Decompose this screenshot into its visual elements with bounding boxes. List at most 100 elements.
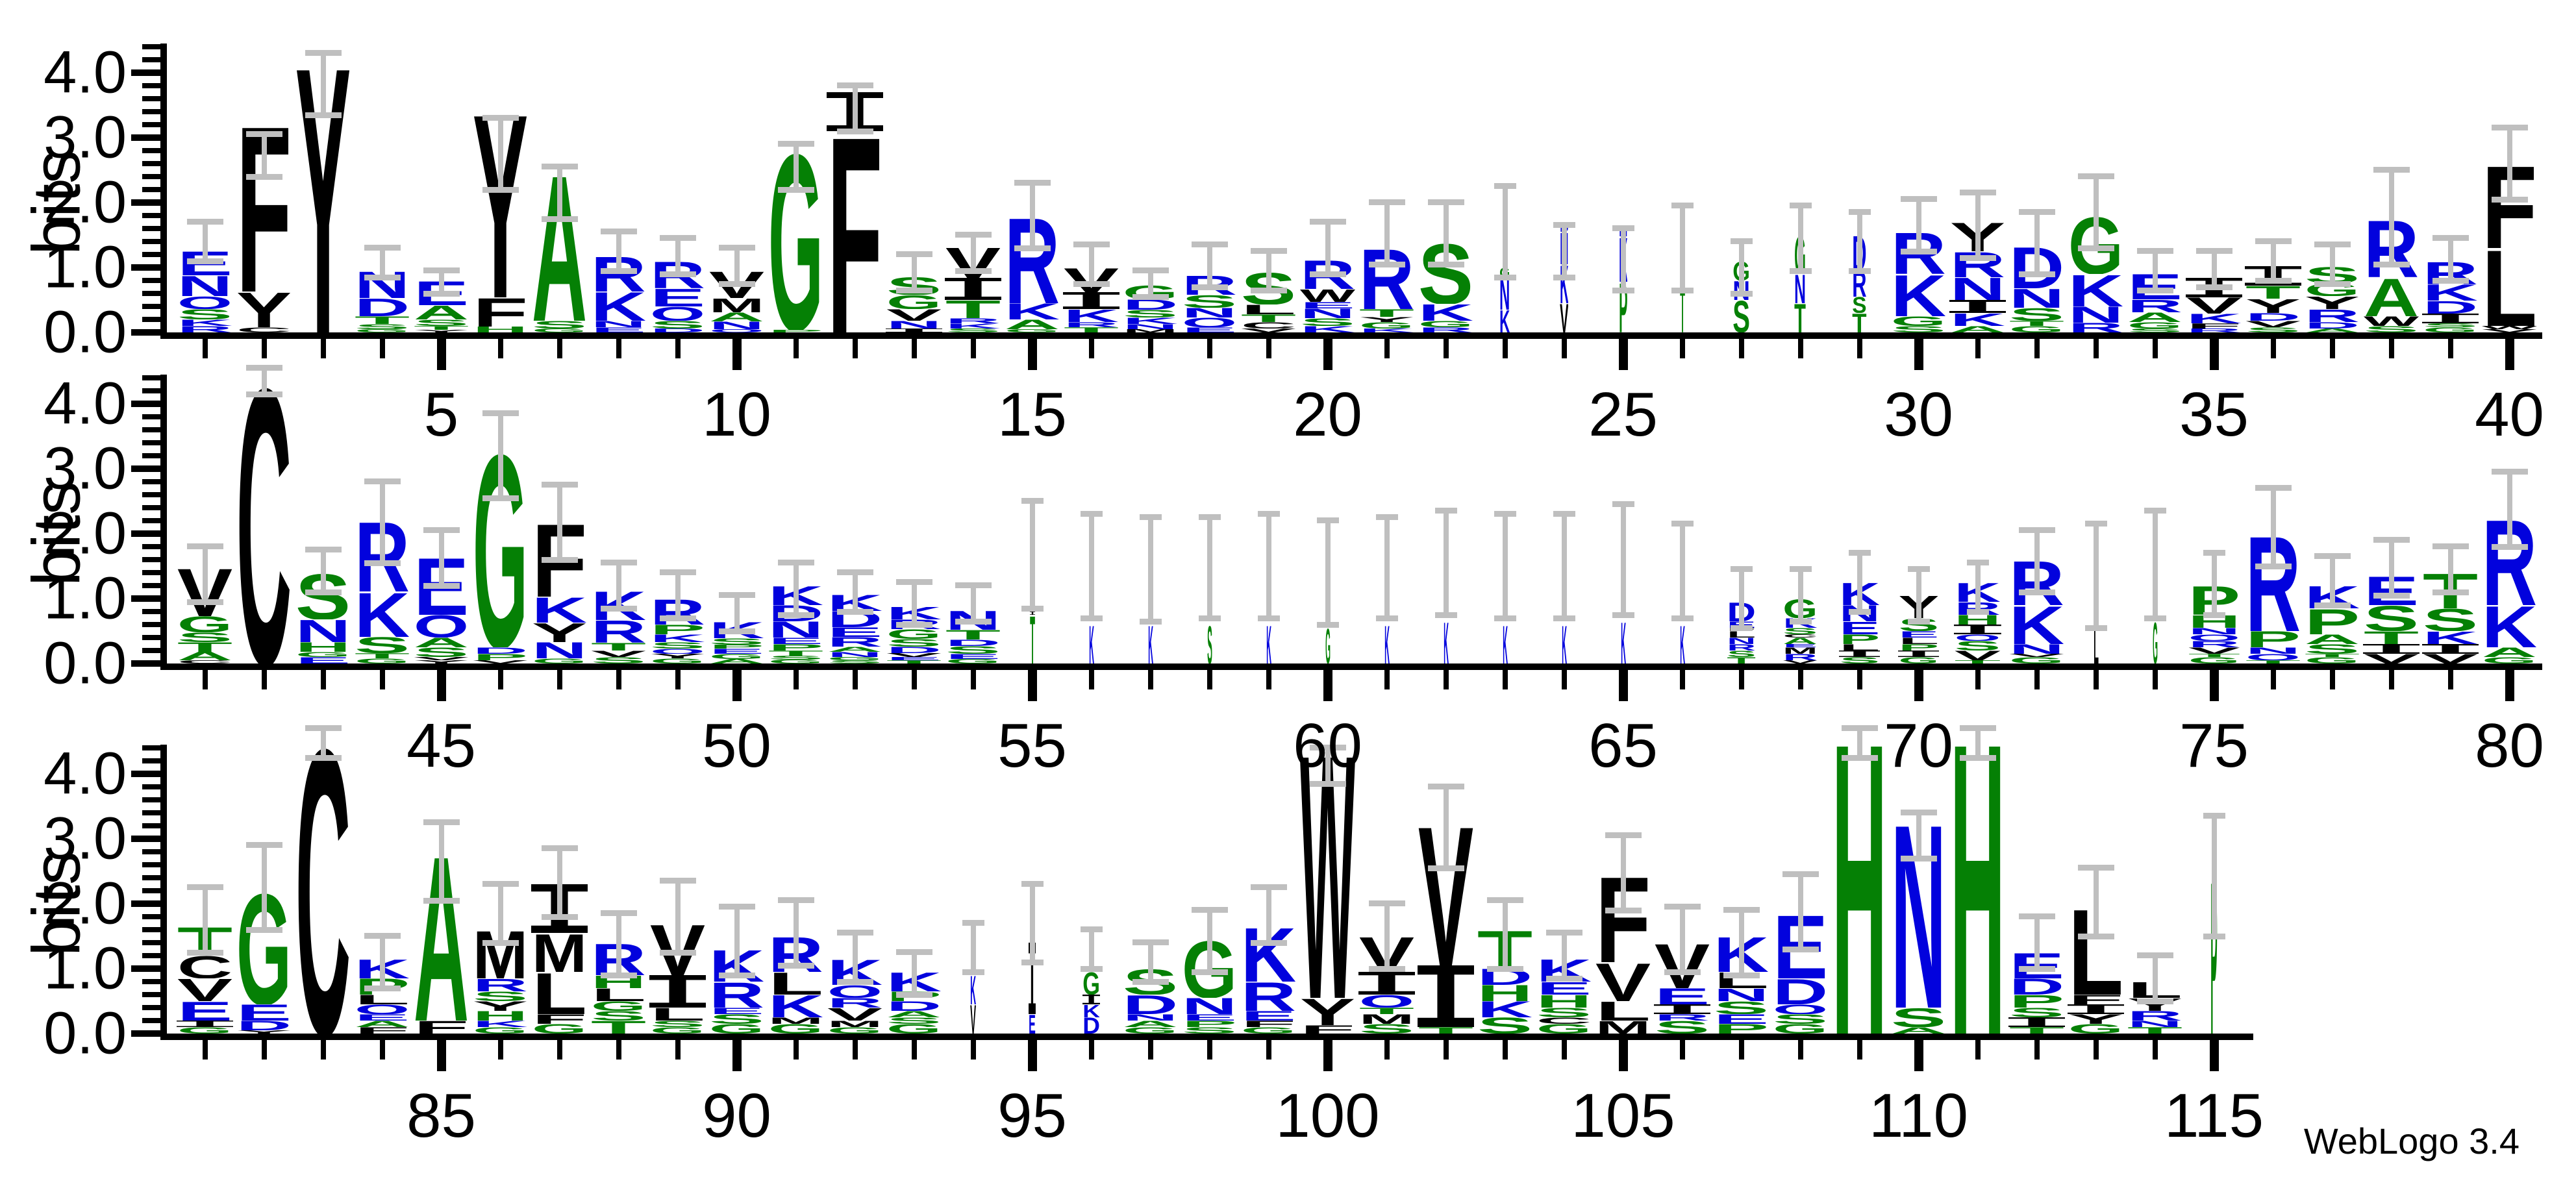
svg-text:V: V xyxy=(970,1004,976,1034)
svg-text:K: K xyxy=(1562,625,1567,663)
logo-letter-Q: Q xyxy=(2188,634,2241,641)
logo-letter-A: A xyxy=(2127,312,2183,322)
error-bar-top-cap xyxy=(2077,865,2114,871)
logo-letter-Q: Q xyxy=(354,1004,410,1014)
svg-text:N: N xyxy=(1300,308,1355,318)
error-bar xyxy=(2034,527,2040,595)
y-axis-minor-tick xyxy=(142,992,160,997)
logo-letter-C: C xyxy=(177,660,233,663)
y-axis-major-tick xyxy=(131,900,160,907)
error-bar xyxy=(379,245,385,280)
svg-text:F: F xyxy=(2186,323,2242,328)
error-bar xyxy=(616,910,621,978)
x-axis-tick-label: 60 xyxy=(1293,711,1362,780)
svg-text:G: G xyxy=(768,1024,823,1034)
logo-letter-F: F xyxy=(827,131,883,332)
logo-letter-K: K xyxy=(1063,309,1119,322)
logo-letter-Y: Y xyxy=(413,330,469,332)
error-bar-top-cap xyxy=(541,845,578,851)
error-bar-top-cap xyxy=(1073,242,1110,247)
logo-letter-S: S xyxy=(768,656,824,660)
x-axis-tick xyxy=(1266,339,1271,358)
logo-letter-T: T xyxy=(1240,314,1297,322)
svg-text:G: G xyxy=(709,1024,764,1034)
logo-letter-H: H xyxy=(1949,735,2006,1034)
error-bar xyxy=(202,884,208,956)
svg-text:Q: Q xyxy=(1955,634,2001,641)
svg-text:A: A xyxy=(827,647,882,652)
error-bar-top-cap xyxy=(423,819,460,825)
error-bar xyxy=(793,560,799,618)
x-axis-tick xyxy=(675,1040,681,1060)
logo-letter-S: S xyxy=(531,321,588,328)
error-bar xyxy=(1620,225,1626,293)
x-axis-tick-label: 75 xyxy=(2179,711,2249,780)
error-bar-bottom-cap xyxy=(1014,245,1051,251)
error-bar xyxy=(1797,203,1803,274)
logo-letter-Y: Y xyxy=(236,291,292,327)
error-bar-bottom-cap xyxy=(1553,615,1575,621)
svg-text:G: G xyxy=(650,658,705,663)
y-axis-tick-label: 4.0 xyxy=(44,39,127,106)
y-axis-minor-tick xyxy=(142,83,160,88)
x-axis-tick xyxy=(261,670,267,689)
logo-letter-R: R xyxy=(1418,327,1474,332)
logo-letter-T: T xyxy=(590,1021,647,1034)
svg-text:K: K xyxy=(1444,621,1449,663)
svg-text:T: T xyxy=(1359,309,1414,317)
error-bar-bottom-cap xyxy=(305,589,342,595)
logo-letter-L: L xyxy=(1727,631,1757,638)
svg-text:N: N xyxy=(1727,638,1756,644)
error-bar-bottom-cap xyxy=(1671,288,1694,293)
svg-text:S: S xyxy=(414,647,469,657)
error-bar xyxy=(1147,514,1153,625)
svg-text:S: S xyxy=(1359,1024,1414,1034)
error-bar xyxy=(1679,203,1685,293)
y-axis-minor-tick xyxy=(142,375,160,380)
svg-text:T: T xyxy=(1727,657,1756,663)
logo-letter-G: G xyxy=(886,295,942,309)
y-axis-minor-tick xyxy=(142,291,160,296)
y-axis-tick-label: 0.0 xyxy=(44,1000,127,1067)
svg-text:R: R xyxy=(2188,641,2240,647)
svg-text:K: K xyxy=(2423,631,2479,644)
logo-letter-S: S xyxy=(649,642,706,649)
error-bar-top-cap xyxy=(2018,527,2055,533)
svg-text:G: G xyxy=(532,658,587,663)
svg-text:M: M xyxy=(1123,329,1178,332)
svg-text:K: K xyxy=(1064,309,1119,322)
error-bar xyxy=(675,878,681,956)
y-axis-minor-tick xyxy=(142,479,160,484)
logo-letter-K: K xyxy=(1004,303,1060,319)
error-bar-bottom-cap xyxy=(895,622,932,628)
x-axis-tick xyxy=(2329,670,2335,689)
logo-letter-F: F xyxy=(354,1027,410,1034)
svg-text:Q: Q xyxy=(177,296,232,309)
x-axis-tick-label: 85 xyxy=(406,1081,476,1150)
logo-letter-R: R xyxy=(177,326,233,332)
error-bar-top-cap xyxy=(305,547,342,552)
svg-text:P: P xyxy=(768,330,823,332)
logo-letter-V: V xyxy=(177,978,233,1001)
logo-letter-A: A xyxy=(708,312,765,321)
svg-text:A: A xyxy=(2305,634,2360,644)
svg-text:S: S xyxy=(650,642,705,649)
svg-text:H: H xyxy=(591,975,646,988)
logo-letter-H: H xyxy=(590,975,647,988)
svg-text:S: S xyxy=(709,1014,764,1024)
logo-letter-S: S xyxy=(708,1014,765,1024)
x-axis-tick xyxy=(1323,670,1332,701)
logo-letter-T: T xyxy=(2008,321,2065,326)
svg-text:S: S xyxy=(1773,1014,1828,1024)
svg-text:K: K xyxy=(1123,317,1178,324)
error-bar xyxy=(1797,871,1803,952)
error-bar-bottom-cap xyxy=(1368,262,1405,267)
y-axis-tick-label: 2.0 xyxy=(44,870,127,937)
x-axis-tick xyxy=(1266,1040,1271,1060)
x-axis-tick xyxy=(1738,339,1744,358)
svg-text:S: S xyxy=(177,309,232,319)
y-axis-tick-label: 2.0 xyxy=(44,500,127,567)
svg-text:D: D xyxy=(886,647,942,653)
error-bar-bottom-cap xyxy=(1782,947,1819,952)
logo-letter-S: S xyxy=(2363,605,2420,631)
